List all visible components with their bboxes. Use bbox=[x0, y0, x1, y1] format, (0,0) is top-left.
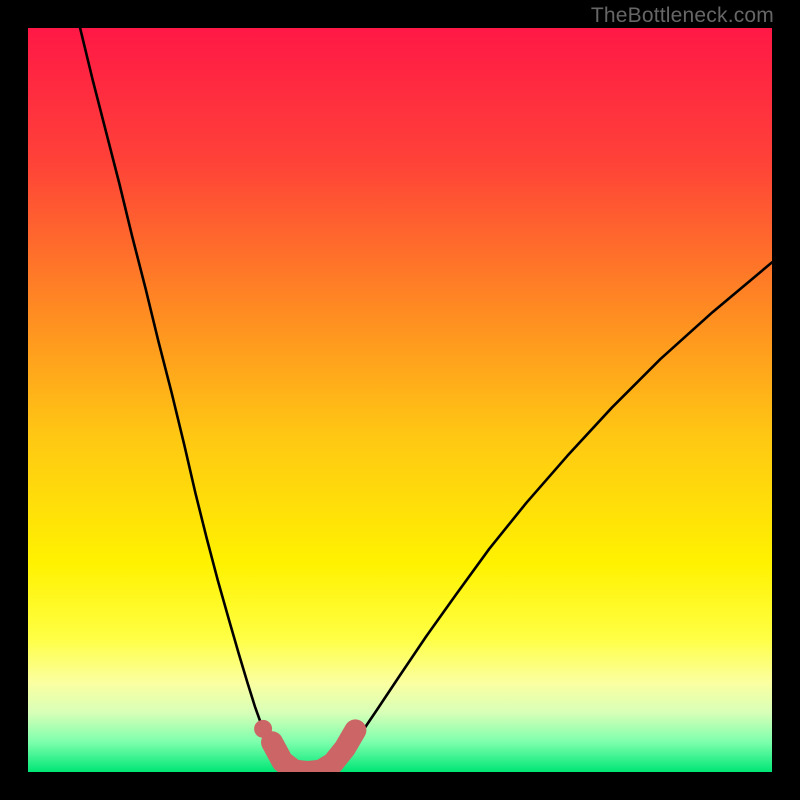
chart-frame: TheBottleneck.com bbox=[0, 0, 800, 800]
plot-svg bbox=[28, 28, 772, 772]
plot-area bbox=[28, 28, 772, 772]
accent-dot bbox=[254, 720, 272, 738]
gradient-background bbox=[28, 28, 772, 772]
watermark-text: TheBottleneck.com bbox=[591, 4, 774, 28]
